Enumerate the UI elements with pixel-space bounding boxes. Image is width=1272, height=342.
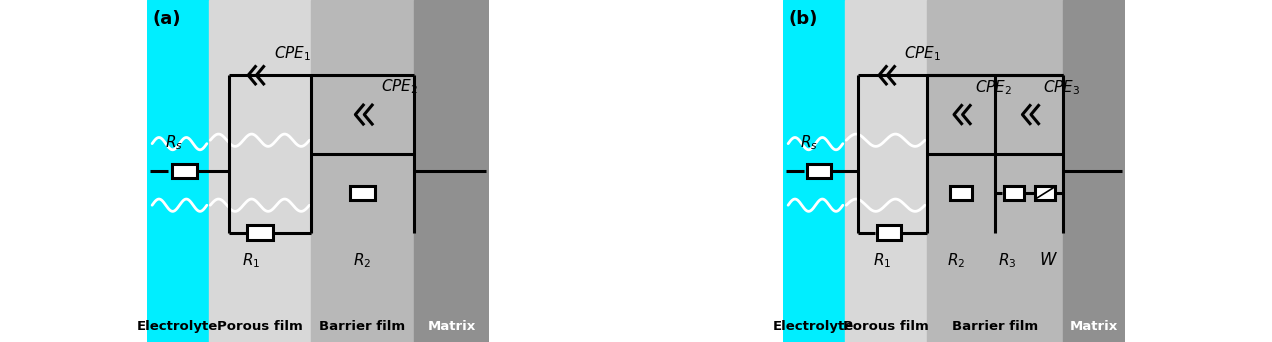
Text: $R_2$: $R_2$ [946, 251, 965, 270]
Text: Barrier film: Barrier film [319, 320, 406, 333]
Text: $R_1$: $R_1$ [242, 251, 261, 270]
Text: $R_1$: $R_1$ [873, 251, 892, 270]
Bar [148, 0, 209, 342]
Bar [312, 0, 413, 342]
Text: $R_3$: $R_3$ [997, 251, 1016, 270]
Text: $R_s$: $R_s$ [800, 133, 818, 152]
Bar [806, 164, 831, 178]
Bar [784, 0, 845, 342]
Text: Electrolyte: Electrolyte [773, 320, 855, 333]
Text: $R_2$: $R_2$ [354, 251, 371, 270]
Text: Matrix: Matrix [427, 320, 476, 333]
Bar [950, 186, 972, 200]
Bar [413, 0, 488, 342]
Text: (a): (a) [153, 10, 181, 28]
Text: $CPE_2$: $CPE_2$ [382, 77, 418, 96]
Text: $CPE_2$: $CPE_2$ [974, 79, 1011, 97]
Text: $R_s$: $R_s$ [165, 133, 183, 152]
Text: Barrier film: Barrier film [951, 320, 1038, 333]
Bar [1004, 186, 1024, 200]
Bar [1063, 0, 1124, 342]
Bar [209, 0, 312, 342]
Text: (b): (b) [789, 10, 818, 28]
Text: $CPE_1$: $CPE_1$ [904, 44, 941, 63]
Text: Porous film: Porous film [218, 320, 303, 333]
Text: Porous film: Porous film [843, 320, 929, 333]
Text: $W$: $W$ [1038, 251, 1057, 269]
Bar [845, 0, 926, 342]
Bar [1034, 186, 1054, 200]
Bar [172, 164, 197, 178]
Bar [350, 186, 375, 200]
Bar [878, 225, 901, 240]
Bar [926, 0, 1063, 342]
Text: $CPE_1$: $CPE_1$ [273, 44, 310, 63]
Text: $CPE_3$: $CPE_3$ [1043, 79, 1080, 97]
Bar [247, 225, 272, 240]
Text: Electrolyte: Electrolyte [137, 320, 219, 333]
Text: Matrix: Matrix [1070, 320, 1118, 333]
